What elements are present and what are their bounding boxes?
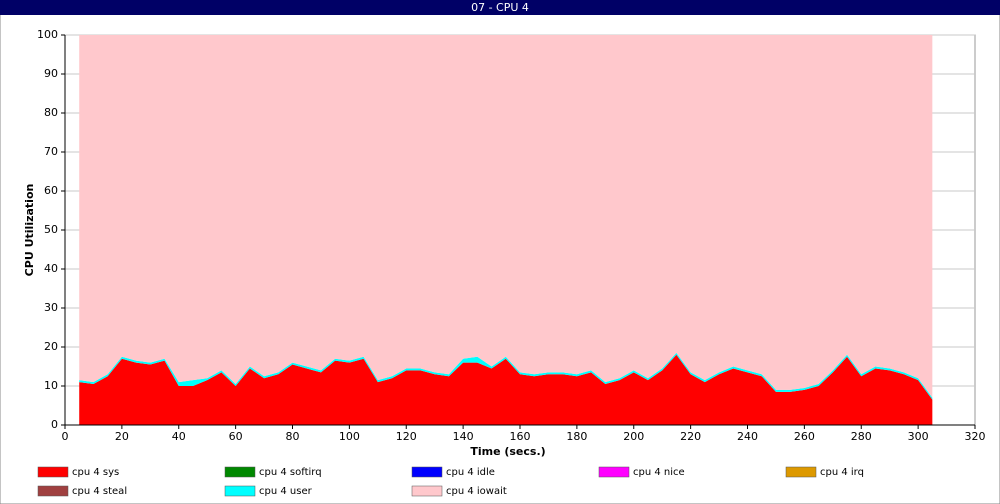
legend-swatch: [785, 466, 817, 478]
y-tick-label: 80: [44, 106, 58, 119]
y-tick-label: 0: [51, 418, 58, 431]
y-tick-label: 50: [44, 223, 58, 236]
legend-label: cpu 4 irq: [820, 467, 864, 478]
area: [79, 35, 933, 398]
x-tick-label: 200: [623, 430, 644, 443]
legend-label: cpu 4 nice: [633, 467, 685, 478]
x-tick-label: 20: [115, 430, 129, 443]
legend-swatch: [37, 485, 69, 497]
x-tick-label: 320: [965, 430, 986, 443]
x-tick-label: 180: [566, 430, 587, 443]
area: [79, 352, 933, 400]
y-tick-label: 20: [44, 340, 58, 353]
x-tick-label: 280: [851, 430, 872, 443]
legend-label: cpu 4 softirq: [259, 467, 322, 478]
legend-label: cpu 4 sys: [72, 467, 119, 478]
legend-swatch: [224, 466, 256, 478]
x-axis-label: Time (secs.): [470, 445, 545, 458]
title-bar: [0, 0, 1000, 15]
legend-swatch: [224, 485, 256, 497]
y-tick-label: 90: [44, 67, 58, 80]
legend-label: cpu 4 iowait: [446, 486, 507, 497]
y-tick-label: 70: [44, 145, 58, 158]
y-tick-label: 100: [37, 28, 58, 41]
legend-label: cpu 4 steal: [72, 486, 127, 497]
x-tick-label: 300: [908, 430, 929, 443]
x-tick-label: 60: [229, 430, 243, 443]
y-tick-label: 60: [44, 184, 58, 197]
x-tick-label: 80: [286, 430, 300, 443]
chart-title: 07 - CPU 4: [471, 1, 529, 14]
x-tick-label: 100: [339, 430, 360, 443]
area: [79, 354, 933, 425]
x-tick-label: 260: [794, 430, 815, 443]
legend-label: cpu 4 user: [259, 486, 313, 497]
legend-swatch: [37, 466, 69, 478]
legend-swatch: [411, 466, 443, 478]
x-tick-label: 120: [396, 430, 417, 443]
x-tick-label: 160: [510, 430, 531, 443]
x-tick-label: 140: [453, 430, 474, 443]
legend-swatch: [411, 485, 443, 497]
x-tick-label: 220: [680, 430, 701, 443]
legend-swatch: [598, 466, 630, 478]
x-tick-label: 240: [737, 430, 758, 443]
x-tick-label: 0: [62, 430, 69, 443]
y-axis-label: CPU Utilization: [23, 184, 36, 277]
y-tick-label: 10: [44, 379, 58, 392]
y-tick-label: 40: [44, 262, 58, 275]
y-tick-label: 30: [44, 301, 58, 314]
x-tick-label: 40: [172, 430, 186, 443]
legend-label: cpu 4 idle: [446, 467, 495, 478]
